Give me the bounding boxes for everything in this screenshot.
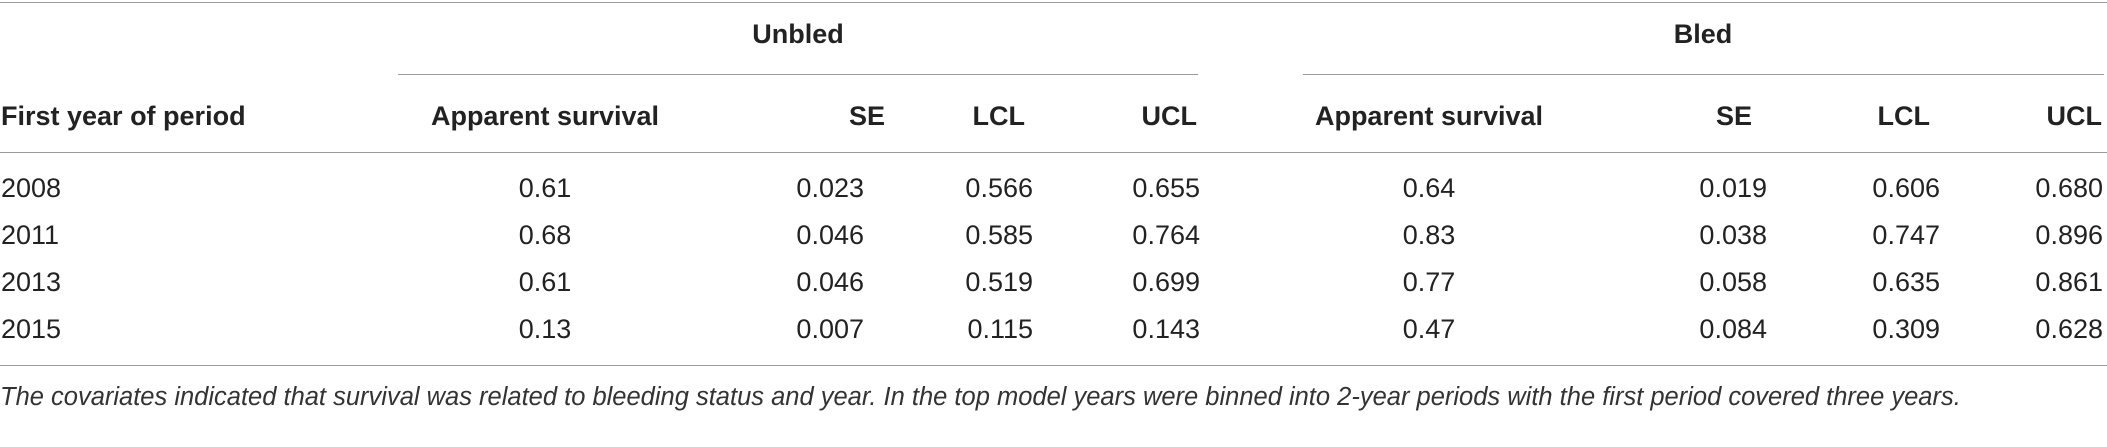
year-cell: 2013 xyxy=(1,267,62,297)
column-header: SE xyxy=(848,101,885,131)
column-header: Apparent survival xyxy=(1314,101,1544,131)
table-cell: 0.038 xyxy=(1699,220,1767,250)
table-cell: 0.68 xyxy=(518,220,572,250)
table-cell: 0.019 xyxy=(1699,173,1767,203)
table-cell: 0.83 xyxy=(1402,220,1456,250)
table-cell: 0.635 xyxy=(1872,267,1940,297)
year-cell: 2015 xyxy=(1,314,62,344)
column-header: LCL xyxy=(972,101,1025,131)
top-rule xyxy=(0,2,2107,3)
table-cell: 0.47 xyxy=(1402,314,1456,344)
table-cell: 0.747 xyxy=(1872,220,1940,250)
table-cell: 0.77 xyxy=(1402,267,1456,297)
table-cell: 0.13 xyxy=(518,314,572,344)
year-cell: 2011 xyxy=(1,220,60,250)
table-cell: 0.606 xyxy=(1872,173,1940,203)
row-header: First year of period xyxy=(1,101,246,131)
group-header-bled: Bled xyxy=(1673,19,1733,49)
table-cell: 0.628 xyxy=(2035,314,2103,344)
column-header: Apparent survival xyxy=(430,101,660,131)
column-header: UCL xyxy=(1141,101,1198,131)
group-header-unbled: Unbled xyxy=(752,19,844,49)
table-cell: 0.61 xyxy=(518,173,572,203)
table-cell: 0.896 xyxy=(2035,220,2103,250)
table-cell: 0.585 xyxy=(965,220,1033,250)
column-header: UCL xyxy=(2046,101,2103,131)
table-cell: 0.861 xyxy=(2035,267,2103,297)
table-cell: 0.519 xyxy=(965,267,1033,297)
table-cell: 0.309 xyxy=(1872,314,1940,344)
column-header: LCL xyxy=(1877,101,1930,131)
table-cell: 0.61 xyxy=(518,267,572,297)
group-rule-unbled xyxy=(398,74,1198,75)
year-cell: 2008 xyxy=(1,173,62,203)
table-cell: 0.058 xyxy=(1699,267,1767,297)
group-rule-bled xyxy=(1303,74,2104,75)
table-cell: 0.046 xyxy=(796,267,864,297)
table-cell: 0.764 xyxy=(1132,220,1200,250)
column-header: SE xyxy=(1715,101,1752,131)
table-cell: 0.680 xyxy=(2035,173,2103,203)
table-footnote: The covariates indicated that survival w… xyxy=(0,383,1961,411)
table-cell: 0.023 xyxy=(796,173,864,203)
header-rule xyxy=(0,152,2107,153)
table-cell: 0.046 xyxy=(796,220,864,250)
table-cell: 0.084 xyxy=(1699,314,1767,344)
table-cell: 0.143 xyxy=(1132,314,1200,344)
table-cell: 0.699 xyxy=(1132,267,1200,297)
table-cell: 0.115 xyxy=(967,314,1033,344)
table-cell: 0.007 xyxy=(796,314,864,344)
table-cell: 0.566 xyxy=(965,173,1033,203)
table-cell: 0.64 xyxy=(1402,173,1456,203)
table-cell: 0.655 xyxy=(1132,173,1200,203)
bottom-rule xyxy=(0,365,2107,366)
